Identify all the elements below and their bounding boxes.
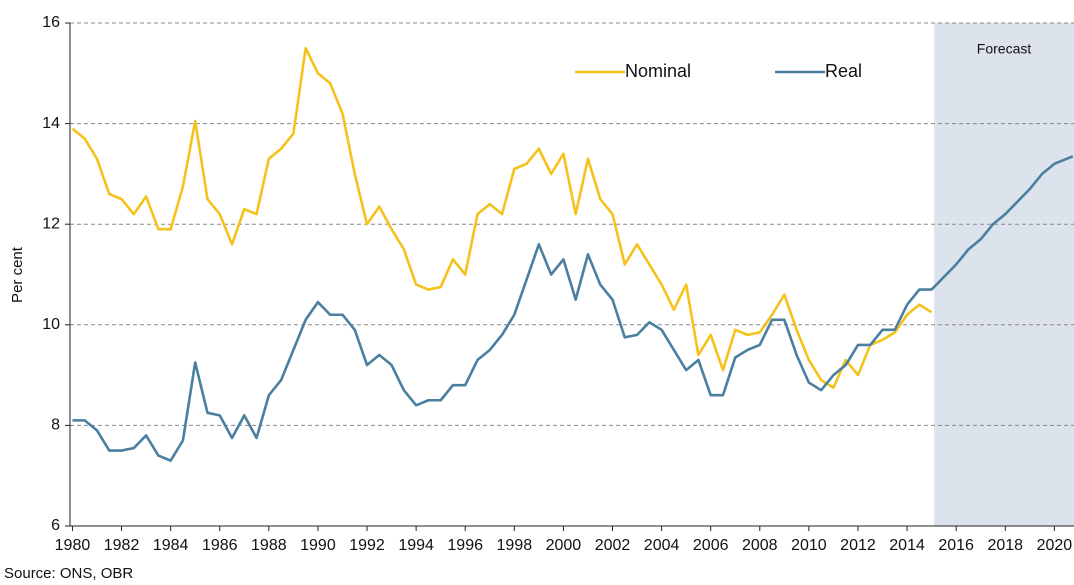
y-axis-label: Per cent [9,246,26,303]
x-tick-label: 1992 [349,537,385,554]
x-tick-label: 2016 [938,537,974,554]
x-tick-label: 1984 [153,537,189,554]
y-tick-label: 14 [42,115,60,132]
x-tick-label: 1986 [202,537,238,554]
x-tick-label: 1988 [251,537,287,554]
series-line [72,155,1074,462]
x-tick-label: 2004 [644,537,680,554]
series-line [71,46,933,389]
source-note: Source: ONS, OBR [4,565,133,582]
forecast-label: Forecast [977,41,1032,57]
grid-layer [70,22,1074,426]
y-tick-label: 8 [51,417,60,434]
x-tick-label: 2000 [546,537,582,554]
x-tick-label: 1996 [447,537,483,554]
x-tick-label: 1990 [300,537,336,554]
x-tick-label: 2002 [595,537,631,554]
background-layer [934,23,1074,526]
forecast-region [934,23,1074,526]
legend-label: Nominal [625,61,691,81]
x-tick-label: 1980 [55,537,91,554]
foreground-layer: Forecast 6 8 10 12 14 16 1980 1982 1984 1986 1988 19… [42,14,1074,554]
x-tick-label: 2008 [742,537,778,554]
y-tick-label: 6 [51,517,60,534]
x-tick-label: 1994 [398,537,434,554]
x-tick-label: 2010 [791,537,827,554]
x-tick-label: 2020 [1037,537,1073,554]
x-tick-label: 2006 [693,537,729,554]
x-tick-label: 2012 [840,537,876,554]
y-tick-label: 16 [42,14,60,31]
legend-label: Real [825,61,862,81]
x-tick-label: 1982 [104,537,140,554]
lines-layer [71,46,1074,462]
y-tick-label: 12 [42,215,60,232]
x-tick-label: 2018 [987,537,1023,554]
x-tick-label: 2014 [889,537,925,554]
x-tick-label: 1998 [497,537,533,554]
y-tick-label: 10 [42,316,60,333]
